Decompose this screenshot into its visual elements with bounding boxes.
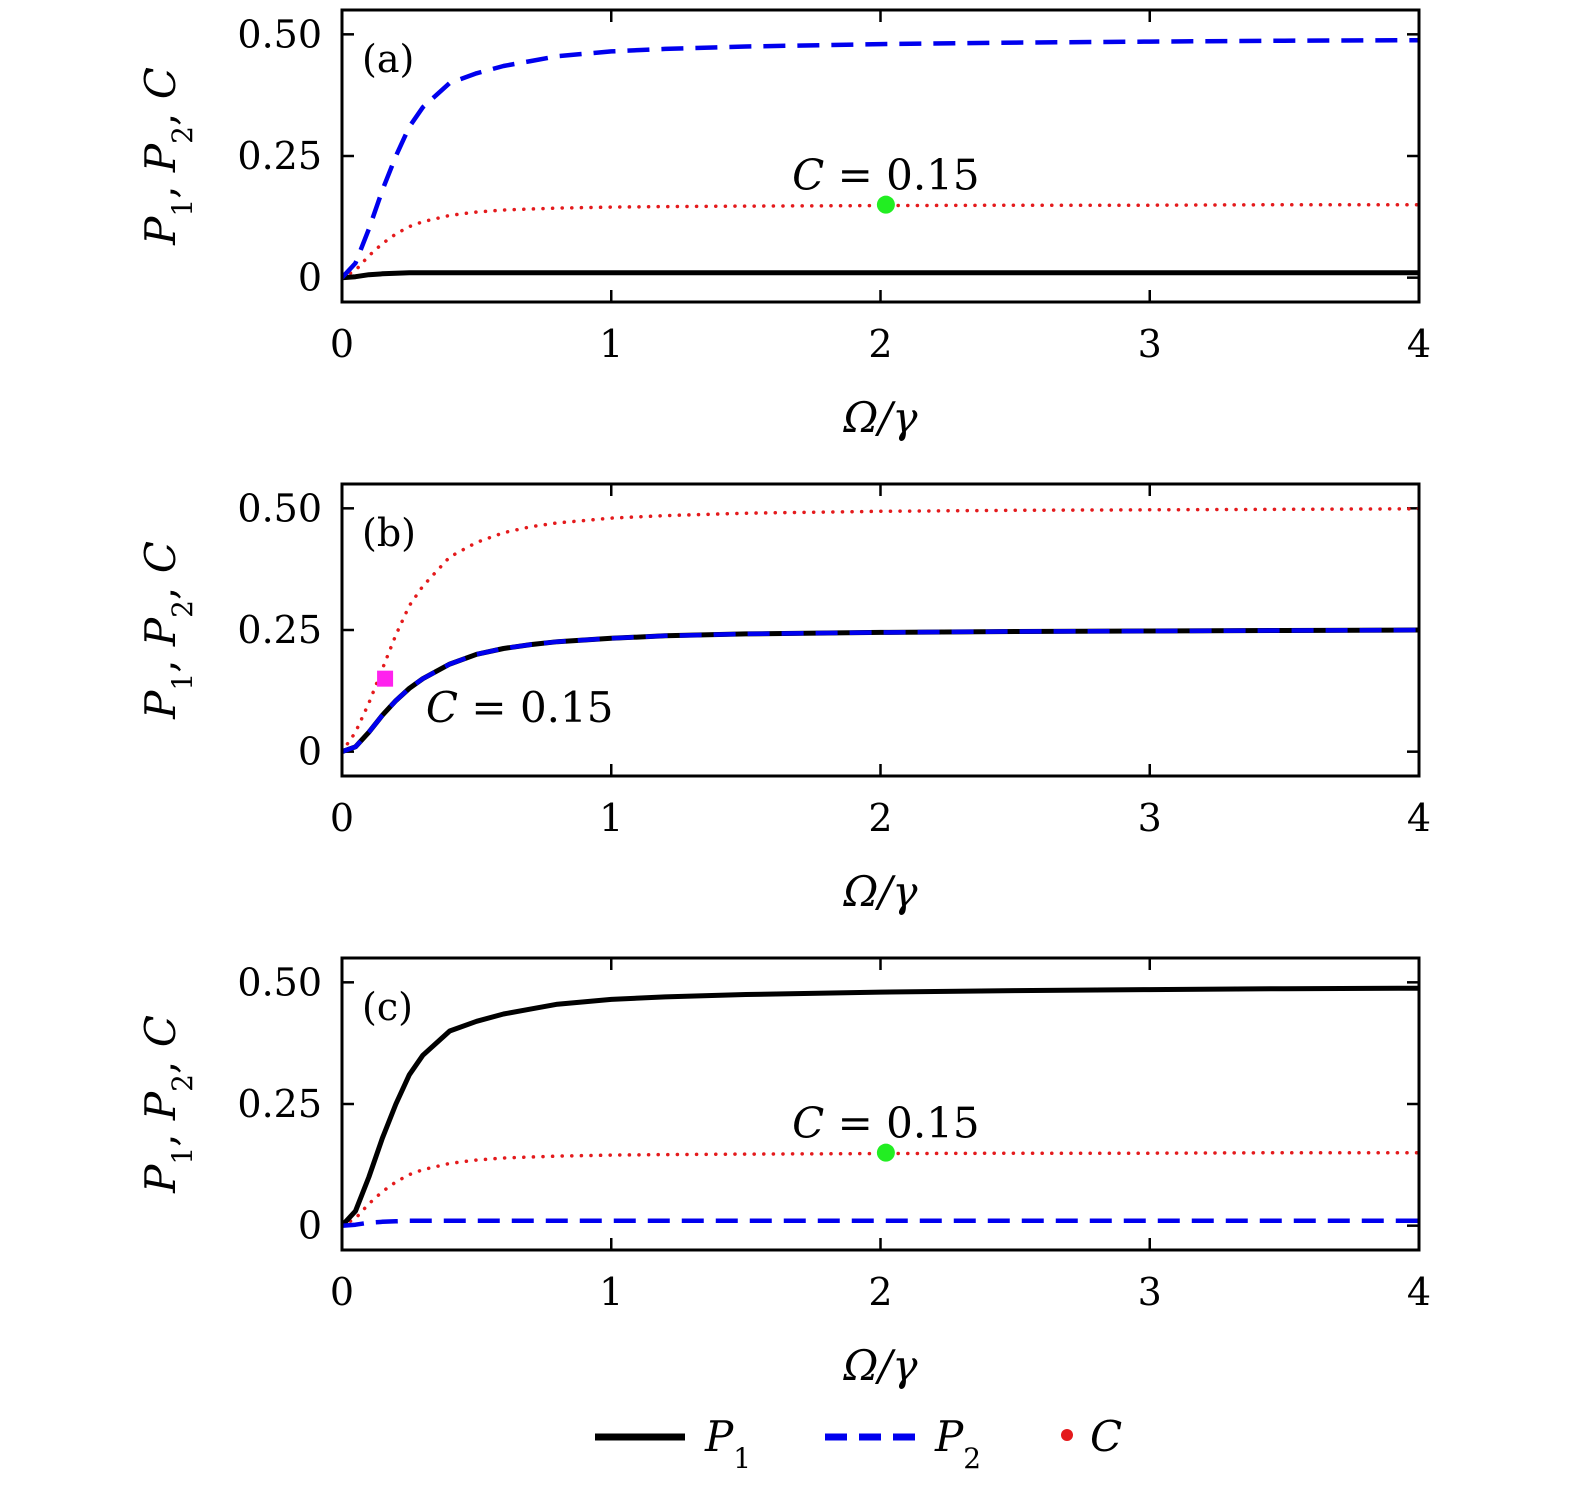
x-tick-label: 0 xyxy=(330,796,354,840)
x-tick-label: 2 xyxy=(868,796,892,840)
curves xyxy=(342,37,1419,281)
series-line-P2 xyxy=(342,1218,1419,1228)
x-tick-label: 3 xyxy=(1138,1270,1162,1314)
data-marker xyxy=(377,670,394,687)
y-tick-label: 0.25 xyxy=(237,1082,322,1126)
curves xyxy=(342,507,1419,755)
annotation-text: C = 0.15 xyxy=(792,1098,980,1147)
data-marker xyxy=(876,1143,895,1162)
chart-panel-1: 00.250.500 1 2 3 4Ω/γP1, P2, CC = 0.15(b) xyxy=(136,482,1431,916)
y-axis-label: P1, P2, C xyxy=(136,67,199,246)
panels: 00.250.500 1 2 3 4Ω/γP1, P2, CC = 0.15(a)00.… xyxy=(136,8,1431,1390)
y-tick-label: 0.50 xyxy=(237,960,322,1004)
annotation-value: = 0.15 xyxy=(824,150,979,199)
y-label-sep: , xyxy=(136,1047,185,1074)
y-label-sub: 1 xyxy=(166,199,199,217)
x-tick-label: 3 xyxy=(1138,796,1162,840)
x-axis-label: Ω/γ xyxy=(842,867,918,916)
y-label-part: P xyxy=(136,216,185,246)
panel-label: (c) xyxy=(362,985,413,1029)
legend-item-P2: P2 xyxy=(825,1412,981,1475)
annotation-var: C xyxy=(426,683,458,732)
legend-label: C xyxy=(1090,1412,1122,1461)
x-axis-label: Ω/γ xyxy=(842,1341,918,1390)
y-label-sep: , xyxy=(136,1120,185,1147)
y-label-sub: 1 xyxy=(166,673,199,691)
x-tick-label: 1 xyxy=(599,1270,623,1314)
y-label-sep: , xyxy=(136,646,185,673)
x-tick-label: 4 xyxy=(1407,322,1431,366)
y-label-part: P xyxy=(136,617,185,647)
legend-swatch xyxy=(1061,1429,1073,1441)
series-line-P1 xyxy=(342,985,1419,1228)
x-tick-label: 1 xyxy=(599,796,623,840)
panel-label: (a) xyxy=(362,37,414,81)
legend-label: P2 xyxy=(934,1412,981,1475)
y-axis-label: P1, P2, C xyxy=(136,1015,199,1194)
annotation-var: C xyxy=(792,1098,824,1147)
legend-item-C: C xyxy=(1061,1412,1122,1461)
x-tick-label: 0 xyxy=(330,322,354,366)
x-tick-label: 3 xyxy=(1138,322,1162,366)
y-label-part: C xyxy=(136,541,185,573)
y-label-sub: 2 xyxy=(166,1074,199,1092)
y-label-sep: , xyxy=(136,99,185,126)
y-label-part: P xyxy=(136,1164,185,1194)
y-tick-label: 0.50 xyxy=(237,12,322,56)
plot-frame xyxy=(340,956,1421,1252)
x-tick-label: 0 xyxy=(330,1270,354,1314)
series-line-C xyxy=(342,507,1419,754)
chart-panel-0: 00.250.500 1 2 3 4Ω/γP1, P2, CC = 0.15(a) xyxy=(136,8,1431,442)
y-label-sub: 2 xyxy=(166,126,199,144)
legend-label-main: C xyxy=(1090,1412,1122,1461)
y-tick-label: 0.25 xyxy=(237,134,322,178)
annotation-value: = 0.15 xyxy=(458,683,613,732)
data-marker xyxy=(876,195,895,214)
series-line-C xyxy=(342,202,1419,280)
legend-label-main: P xyxy=(934,1412,964,1461)
series-line-P2 xyxy=(342,37,1419,280)
panel-label: (b) xyxy=(362,511,416,555)
y-tick-label: 0.50 xyxy=(237,486,322,530)
x-tick-label: 2 xyxy=(868,1270,892,1314)
y-label-part: P xyxy=(136,1091,185,1121)
y-axis-label: P1, P2, C xyxy=(136,541,199,720)
legend-label: P1 xyxy=(704,1412,751,1475)
annotation-var: C xyxy=(792,150,824,199)
annotation-value: = 0.15 xyxy=(824,1098,979,1147)
annotation-text: C = 0.15 xyxy=(426,683,614,732)
legend: P1 P2 C xyxy=(595,1412,1122,1475)
y-tick-label: 0.25 xyxy=(237,608,322,652)
y-label-sep: , xyxy=(136,573,185,600)
legend-label-sub: 2 xyxy=(963,1442,981,1475)
y-label-sub: 1 xyxy=(166,1147,199,1165)
y-label-sub: 2 xyxy=(166,600,199,618)
y-tick-label: 0 xyxy=(298,1204,322,1248)
series-line-C xyxy=(342,1150,1419,1228)
y-label-part: C xyxy=(136,67,185,99)
chart-panel-2: 00.250.500 1 2 3 4Ω/γP1, P2, CC = 0.15(c) xyxy=(136,956,1431,1390)
y-tick-label: 0 xyxy=(298,256,322,300)
legend-item-P1: P1 xyxy=(595,1412,751,1475)
y-label-part: P xyxy=(136,143,185,173)
y-label-sep: , xyxy=(136,172,185,199)
series-line-P1 xyxy=(342,270,1419,281)
x-tick-label: 4 xyxy=(1407,1270,1431,1314)
plot-frame xyxy=(340,482,1421,778)
x-tick-label: 2 xyxy=(868,322,892,366)
x-axis-label: Ω/γ xyxy=(842,393,918,442)
curves xyxy=(342,985,1419,1228)
y-tick-label: 0 xyxy=(298,730,322,774)
y-label-part: P xyxy=(136,690,185,720)
y-label-part: C xyxy=(136,1015,185,1047)
annotation-text: C = 0.15 xyxy=(792,150,980,199)
x-tick-label: 4 xyxy=(1407,796,1431,840)
series-line-P2 xyxy=(342,627,1419,754)
legend-label-sub: 1 xyxy=(733,1442,751,1475)
plot-frame xyxy=(340,8,1421,304)
legend-label-main: P xyxy=(704,1412,734,1461)
x-tick-label: 1 xyxy=(599,322,623,366)
